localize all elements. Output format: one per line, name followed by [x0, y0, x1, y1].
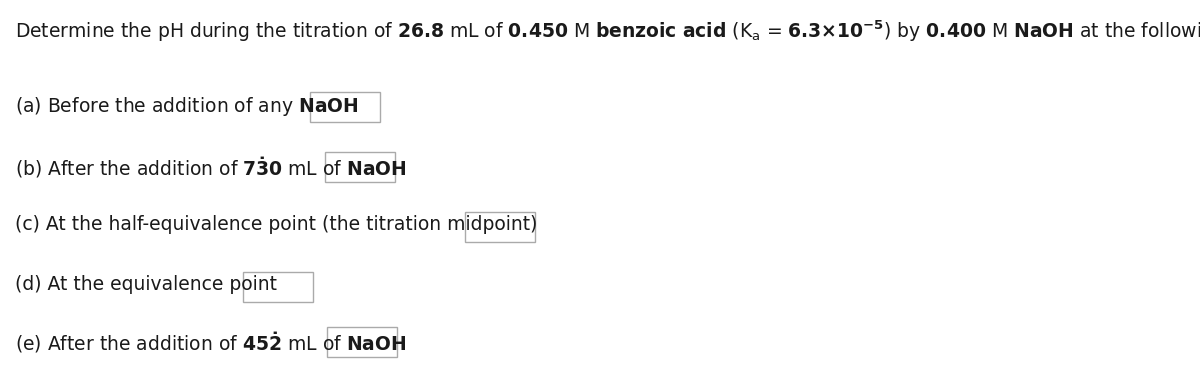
Text: (c) At the half-equivalence point (the titration midpoint): (c) At the half-equivalence point (the t…: [14, 215, 538, 234]
Text: (d) At the equivalence point: (d) At the equivalence point: [14, 275, 277, 294]
Text: (a) Before the addition of any $\mathbf{NaOH}$: (a) Before the addition of any $\mathbf{…: [14, 95, 359, 118]
Text: (e) After the addition of $\mathbf{45\.2}$ mL of $\mathbf{NaOH}$: (e) After the addition of $\mathbf{45\.2…: [14, 330, 407, 355]
Text: Determine the pH during the titration of $\mathbf{26.8}$ mL of $\mathbf{0.450}$ : Determine the pH during the titration of…: [14, 18, 1200, 44]
Text: (b) After the addition of $\mathbf{7\.30}$ mL of $\mathbf{NaOH}$: (b) After the addition of $\mathbf{7\.30…: [14, 155, 407, 180]
